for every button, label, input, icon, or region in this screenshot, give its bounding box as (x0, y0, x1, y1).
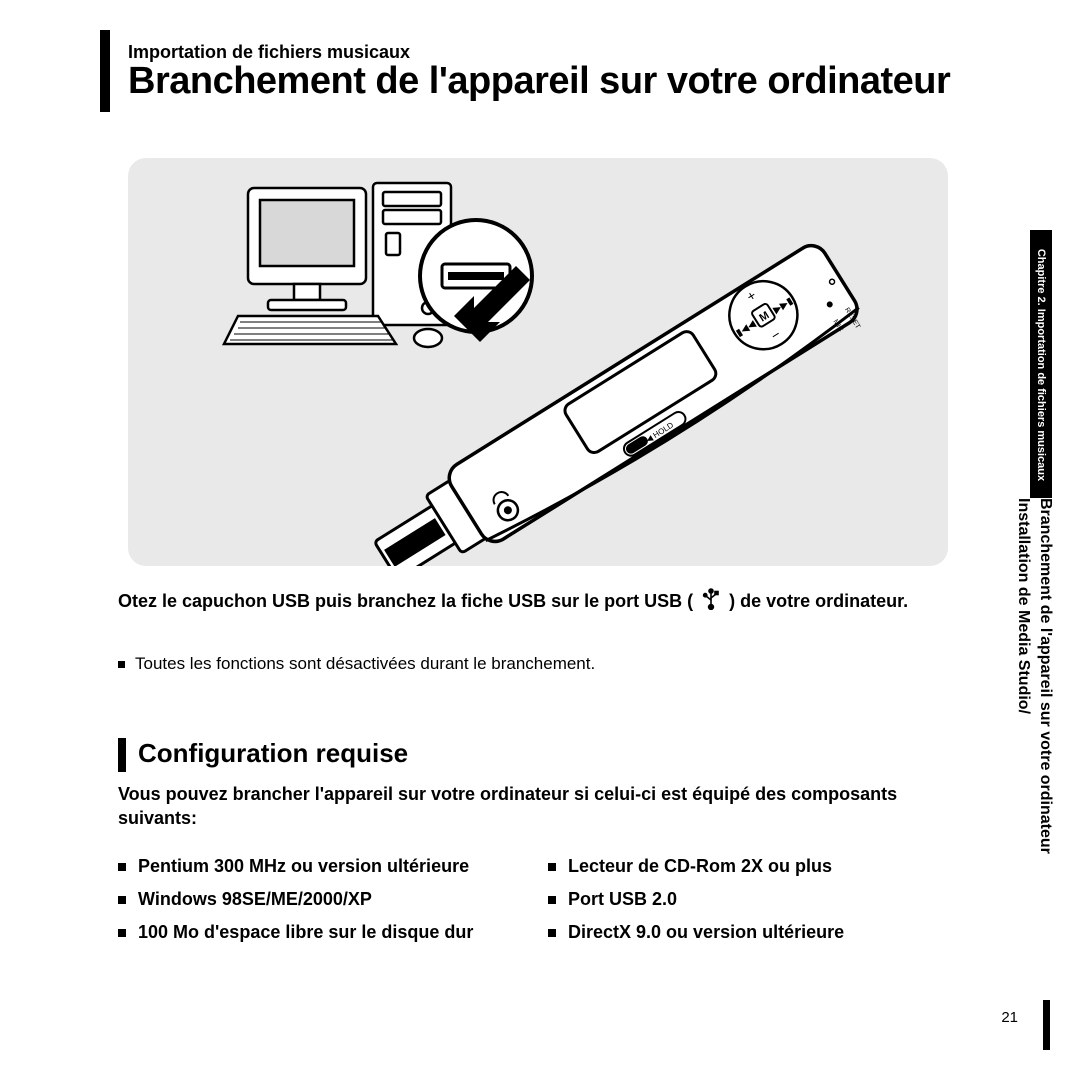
usb-icon (702, 588, 720, 616)
bullet-square-icon (548, 896, 556, 904)
requirement-item: Lecteur de CD-Rom 2X ou plus (548, 856, 948, 877)
bullet-square-icon (118, 863, 126, 871)
title-accent-bar (100, 30, 110, 112)
requirement-text: 100 Mo d'espace libre sur le disque dur (138, 922, 473, 943)
connection-figure: ◀ HOLD + − ▮◀◀ ▶▶▮ M MIC (128, 158, 948, 566)
page-edge-mark (1043, 1000, 1050, 1050)
side-section-line1: Installation de Media Studio/ (1014, 498, 1032, 714)
requirement-text: Port USB 2.0 (568, 889, 677, 910)
requirements-row: 100 Mo d'espace libre sur le disque dur … (118, 922, 948, 943)
bullet-square-icon (118, 929, 126, 937)
section-accent-bar (118, 738, 126, 772)
side-chapter-tab: Chapitre 2. Importation de fichiers musi… (1030, 230, 1052, 500)
side-section-tab: Installation de Media Studio/ Branchemen… (1012, 498, 1060, 990)
main-instruction: Otez le capuchon USB puis branchez la fi… (118, 588, 948, 616)
requirement-text: Windows 98SE/ME/2000/XP (138, 889, 372, 910)
page-number: 21 (1001, 1009, 1018, 1026)
config-intro: Vous pouvez brancher l'appareil sur votr… (118, 782, 948, 831)
sub-note: Toutes les fonctions sont désactivées du… (118, 654, 948, 674)
manual-page: Importation de fichiers musicaux Branche… (100, 30, 1060, 1050)
requirement-text: Lecteur de CD-Rom 2X ou plus (568, 856, 832, 877)
requirements-row: Windows 98SE/ME/2000/XP Port USB 2.0 (118, 889, 948, 910)
connection-illustration: ◀ HOLD + − ▮◀◀ ▶▶▮ M MIC (128, 158, 948, 566)
sub-note-text: Toutes les fonctions sont désactivées du… (135, 654, 595, 673)
bullet-square-icon (118, 661, 125, 668)
bullet-square-icon (118, 896, 126, 904)
requirements-row: Pentium 300 MHz ou version ultérieure Le… (118, 856, 948, 877)
instruction-text-after: ) de votre ordinateur. (729, 591, 908, 611)
section-title: Configuration requise (138, 738, 408, 769)
page-title: Branchement de l'appareil sur votre ordi… (128, 60, 950, 103)
requirement-item: Pentium 300 MHz ou version ultérieure (118, 856, 548, 877)
requirement-item: Windows 98SE/ME/2000/XP (118, 889, 548, 910)
side-section-line2: Branchement de l'appareil sur votre ordi… (1036, 498, 1054, 854)
requirement-item: 100 Mo d'espace libre sur le disque dur (118, 922, 548, 943)
requirement-item: DirectX 9.0 ou version ultérieure (548, 922, 948, 943)
instruction-text-before: Otez le capuchon USB puis branchez la fi… (118, 591, 693, 611)
requirement-item: Port USB 2.0 (548, 889, 948, 910)
bullet-square-icon (548, 863, 556, 871)
requirement-text: DirectX 9.0 ou version ultérieure (568, 922, 844, 943)
side-tab: Chapitre 2. Importation de fichiers musi… (1000, 230, 1060, 990)
requirement-text: Pentium 300 MHz ou version ultérieure (138, 856, 469, 877)
side-chapter-text: Chapitre 2. Importation de fichiers musi… (1035, 249, 1047, 481)
bullet-square-icon (548, 929, 556, 937)
requirements-grid: Pentium 300 MHz ou version ultérieure Le… (118, 856, 948, 955)
